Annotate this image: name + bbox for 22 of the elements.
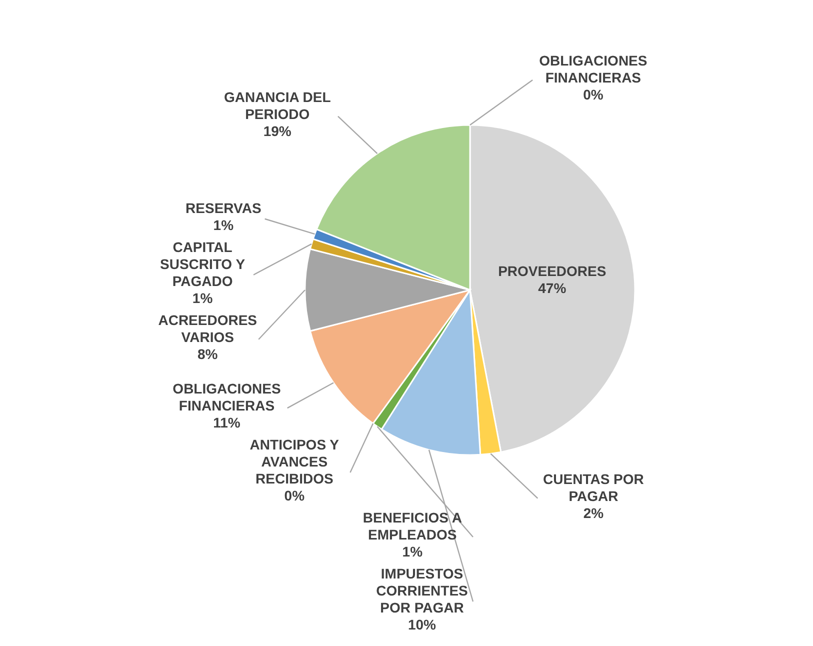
data-label: 2% bbox=[583, 504, 604, 521]
text: 0% bbox=[583, 86, 604, 102]
category-label: OBLIGACIONES FINANCIERAS bbox=[539, 52, 648, 86]
slice-label: PROVEEDORES bbox=[498, 263, 606, 280]
text: 0% bbox=[284, 488, 305, 504]
slice-label: ACREEDORES VARIOS bbox=[158, 312, 258, 345]
slice-label: OBLIGACIONES FINANCIERAS bbox=[172, 380, 281, 414]
slice-label: RESERVAS bbox=[186, 200, 262, 216]
data-label: 11% bbox=[213, 414, 241, 431]
slice-label: CUENTAS POR PAGAR bbox=[543, 470, 644, 504]
data-label: 1% bbox=[213, 216, 234, 233]
data-label: 1% bbox=[192, 290, 214, 306]
slice-label: GANANCIA DEL PERIODO bbox=[224, 88, 332, 122]
data-label: 10% bbox=[408, 616, 437, 633]
slice-label: BENEFICIOS A EMPLEADOS bbox=[362, 510, 462, 543]
data-label: 47% bbox=[538, 280, 567, 296]
data-label: 1% bbox=[402, 544, 424, 560]
data-label: 19% bbox=[263, 122, 292, 139]
data-label: 8% bbox=[197, 346, 218, 362]
slice-label: IMPUESTOS CORRIENTES POR PAGAR bbox=[376, 566, 468, 616]
slice-label: CAPITAL SUSCRITO Y PAGADO bbox=[160, 238, 246, 289]
category-label: ANTICIPOS Y AVANCES RECIBIDOS bbox=[250, 436, 339, 487]
